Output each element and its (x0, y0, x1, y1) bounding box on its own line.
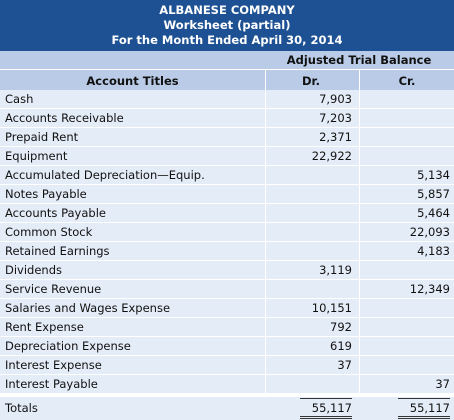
column-divider (359, 70, 360, 90)
credit-double-underline (398, 416, 450, 419)
credit-amount: 22,093 (409, 225, 450, 239)
table-row: Equipment 22,922 (0, 147, 454, 166)
table-row: Interest Expense 37 (0, 356, 454, 375)
account-title: Service Revenue (5, 282, 102, 296)
totals-row: Totals 55,117 55,117 (0, 397, 454, 420)
table-row: Dividends 3,119 (0, 261, 454, 280)
table-row: Notes Payable 5,857 (0, 185, 454, 204)
account-title: Accounts Payable (5, 206, 106, 220)
company-name: ALBANESE COMPANY (159, 3, 295, 17)
adjusted-trial-balance-header: Adjusted Trial Balance (286, 53, 432, 67)
account-title: Accounts Receivable (5, 111, 124, 125)
totals-label: Totals (5, 401, 38, 415)
worksheet-title: Worksheet (partial) (163, 18, 291, 32)
table-row: Cash 7,903 (0, 90, 454, 109)
account-title: Notes Payable (5, 187, 87, 201)
debit-amount: 7,903 (319, 92, 352, 106)
debit-amount: 10,151 (311, 301, 352, 315)
account-title: Salaries and Wages Expense (5, 301, 171, 315)
table-row: Service Revenue 12,349 (0, 280, 454, 299)
debit-amount: 3,119 (319, 263, 352, 277)
account-rows: Cash 7,903 Accounts Receivable 7,203 Prepaid… (0, 90, 454, 394)
account-title: Interest Payable (5, 377, 98, 391)
column-divider (265, 70, 266, 90)
table-row: Salaries and Wages Expense 10,151 (0, 299, 454, 318)
table-row: Accounts Payable 5,464 (0, 204, 454, 223)
account-titles-header: Account Titles (86, 74, 179, 88)
account-title: Rent Expense (5, 320, 84, 334)
credit-amount: 5,134 (417, 168, 450, 182)
debit-amount: 7,203 (319, 111, 352, 125)
credit-amount: 12,349 (409, 282, 450, 296)
table-row: Common Stock 22,093 (0, 223, 454, 242)
table-row: Accumulated Depreciation—Equip. 5,134 (0, 166, 454, 185)
table-row: Prepaid Rent 2,371 (0, 128, 454, 147)
account-title: Retained Earnings (5, 244, 110, 258)
credit-amount: 37 (435, 377, 450, 391)
table-row: Retained Earnings 4,183 (0, 242, 454, 261)
debit-amount: 2,371 (319, 130, 352, 144)
worksheet-banner: ALBANESE COMPANY Worksheet (partial) For… (0, 0, 454, 51)
debit-header: Dr. (302, 74, 320, 88)
debit-double-underline (300, 416, 352, 419)
debit-amount: 792 (330, 320, 352, 334)
worksheet-period: For the Month Ended April 30, 2014 (111, 33, 343, 47)
table-row: Rent Expense 792 (0, 318, 454, 337)
account-title: Accumulated Depreciation—Equip. (5, 168, 205, 182)
account-title: Prepaid Rent (5, 130, 79, 144)
table-row: Interest Payable 37 (0, 375, 454, 394)
totals-credit: 55,117 (409, 401, 450, 415)
account-title: Depreciation Expense (5, 339, 131, 353)
column-divider (265, 90, 266, 420)
account-title: Interest Expense (5, 358, 102, 372)
credit-amount: 5,464 (417, 206, 450, 220)
debit-amount: 22,922 (311, 149, 352, 163)
column-divider (359, 90, 360, 420)
debit-amount: 619 (330, 339, 352, 353)
debit-underline (300, 398, 352, 399)
column-group-header: Adjusted Trial Balance (0, 51, 454, 70)
table-row: Depreciation Expense 619 (0, 337, 454, 356)
totals-debit: 55,117 (311, 401, 352, 415)
debit-amount: 37 (337, 358, 352, 372)
account-title: Common Stock (5, 225, 93, 239)
account-title: Dividends (5, 263, 63, 277)
credit-underline (398, 398, 450, 399)
table-row: Accounts Receivable 7,203 (0, 109, 454, 128)
account-title: Cash (5, 92, 34, 106)
credit-amount: 5,857 (417, 187, 450, 201)
credit-amount: 4,183 (417, 244, 450, 258)
credit-header: Cr. (398, 74, 416, 88)
column-header-row: Account Titles Dr. Cr. (0, 70, 454, 90)
account-title: Equipment (5, 149, 68, 163)
